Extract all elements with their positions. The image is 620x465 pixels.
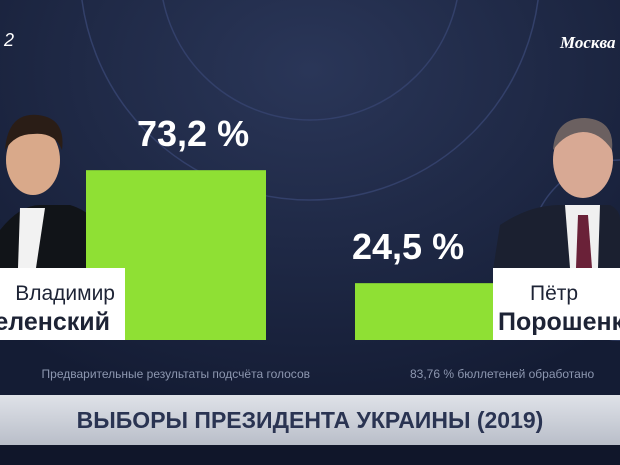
first-name: Владимир (15, 282, 115, 305)
time: 2 (3, 30, 14, 50)
value-label: 24,5 % (352, 226, 464, 267)
portrait-right (493, 118, 620, 270)
note: 83,76 % бюллетеней обработано (410, 367, 594, 381)
surname: Зеленский (0, 308, 110, 336)
value-label: 73,2 % (137, 113, 249, 154)
first-name: Пётр (530, 282, 578, 305)
city: Москва (559, 33, 616, 52)
bottom-strip (0, 445, 620, 465)
name-box (0, 268, 125, 340)
banner-title: ВЫБОРЫ ПРЕЗИДЕНТА УКРАИНЫ (2019) (77, 407, 544, 433)
surname: Порошенко (498, 308, 620, 336)
name-box (493, 268, 620, 340)
banner (0, 395, 620, 445)
bar (355, 283, 493, 340)
note: Предварительные результаты подсчёта голо… (42, 367, 310, 381)
